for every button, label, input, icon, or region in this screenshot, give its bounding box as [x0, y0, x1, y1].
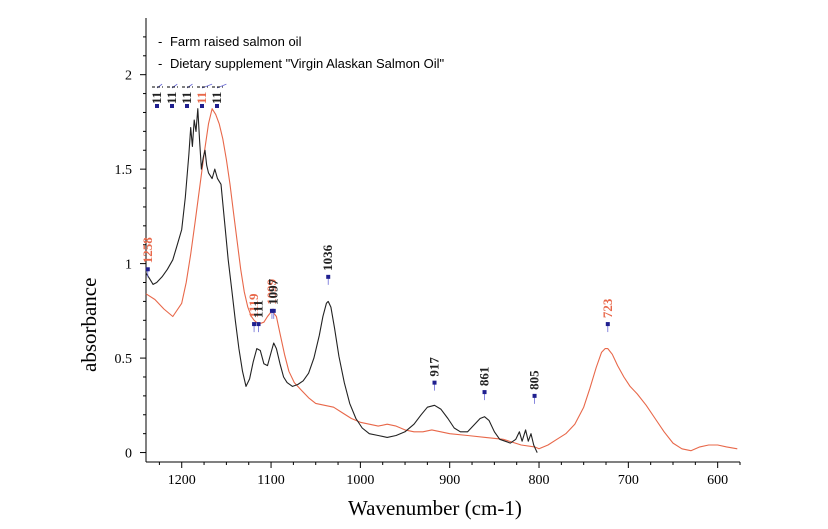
peak-marker — [532, 393, 537, 398]
legend-entry-farm: - Farm raised salmon oil — [158, 34, 302, 49]
legend: - Farm raised salmon oil - Dietary suppl… — [158, 34, 445, 71]
peak-label: 917 — [427, 357, 442, 377]
peak-marker — [145, 267, 150, 272]
y-tick-label: 1.5 — [115, 163, 133, 178]
x-tick-label: 800 — [529, 473, 550, 488]
crowded-label: 11 — [209, 92, 224, 104]
ticks: 1200 1100 1000 900 800 700 600 0 0.5 1 1.5 2 — [115, 36, 741, 488]
series-line-supplement — [145, 108, 538, 453]
axes — [145, 18, 740, 463]
y-tick-label: 2 — [125, 69, 132, 84]
legend-prefix-farm: - — [158, 34, 162, 49]
crowded-marker — [170, 104, 174, 108]
peak-marker — [326, 274, 331, 279]
crowded-marker — [185, 104, 189, 108]
peak-label: 1119 — [246, 293, 261, 318]
crowded-marker — [155, 104, 159, 108]
x-tick-label: 600 — [707, 473, 728, 488]
legend-prefix-supplement: - — [158, 56, 162, 71]
peak-label: 861 — [477, 367, 492, 387]
x-tick-label: 1100 — [257, 473, 284, 488]
series-line-farm — [145, 108, 738, 452]
y-axis-title: absorbance — [77, 278, 101, 372]
peak-marker — [271, 308, 276, 313]
peak-label: 723 — [600, 298, 615, 318]
x-tick-label: 1200 — [168, 473, 196, 488]
series-layer — [145, 108, 738, 453]
peak-label: 1258 — [140, 237, 155, 264]
crowded-label: 11 — [149, 92, 164, 104]
legend-label-supplement: Dietary supplement "Virgin Alaskan Salmo… — [170, 56, 445, 71]
peak-marker — [256, 322, 261, 327]
legend-label-farm: Farm raised salmon oil — [170, 34, 302, 49]
crowded-label: 11 — [164, 92, 179, 104]
peak-label: 111 — [251, 300, 266, 318]
peak-marker — [252, 322, 257, 327]
crowded-label: 11 — [194, 92, 209, 104]
y-tick-label: 0.5 — [115, 352, 133, 367]
peak-marker — [482, 390, 487, 395]
y-tick-label: 0 — [125, 447, 132, 462]
peak-label: 805 — [527, 370, 542, 390]
peak-label: 1099 — [264, 278, 279, 305]
peak-label: 1036 — [320, 244, 335, 271]
x-tick-label: 1000 — [346, 473, 374, 488]
y-tick-label: 1 — [125, 258, 132, 273]
peak-marker — [605, 322, 610, 327]
crowded-marker — [200, 104, 204, 108]
peak-label: 1097 — [266, 278, 281, 305]
crowded-label: 11 — [179, 92, 194, 104]
crowded-marker — [215, 104, 219, 108]
x-tick-label: 700 — [618, 473, 639, 488]
legend-entry-supplement: - Dietary supplement "Virgin Alaskan Sal… — [158, 56, 445, 71]
peak-marker — [432, 380, 437, 385]
x-axis-title: Wavenumber (cm-1) — [348, 496, 522, 520]
x-tick-label: 900 — [439, 473, 460, 488]
